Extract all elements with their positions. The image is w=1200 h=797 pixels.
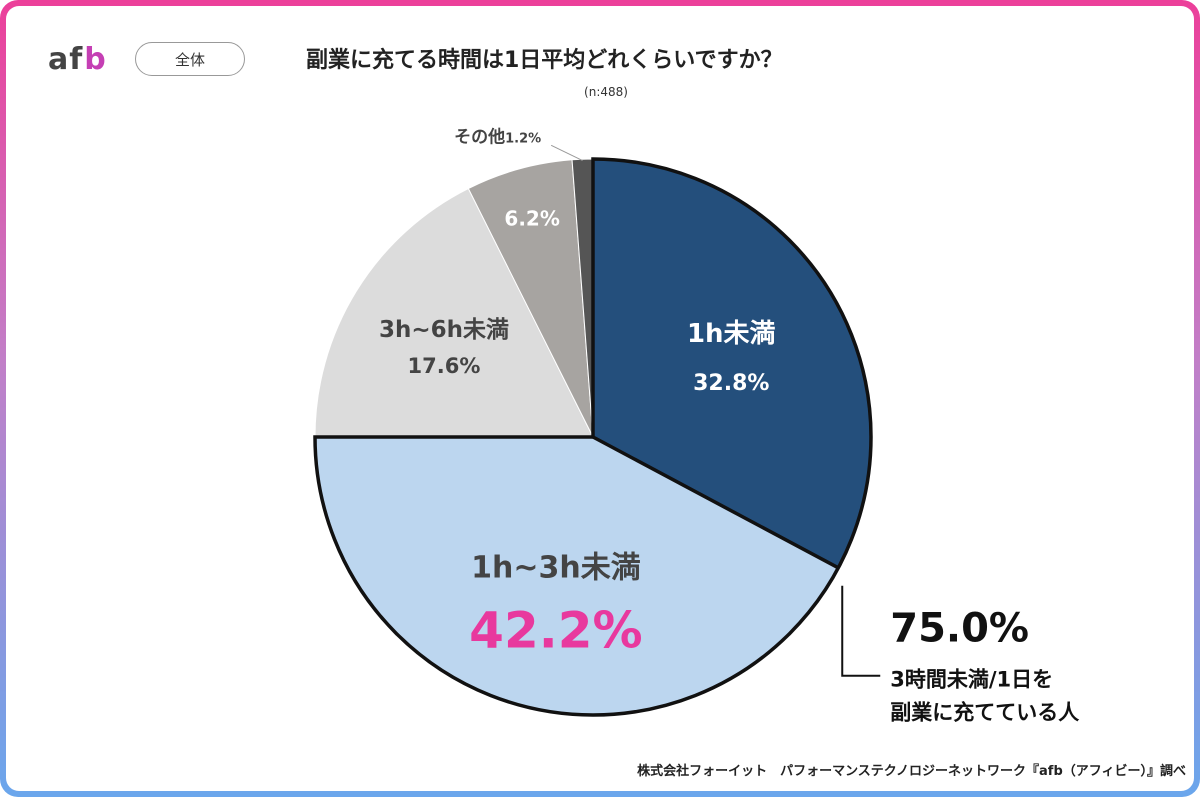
callout-value: 75.0%: [890, 606, 1029, 652]
callout-bracket: [841, 585, 881, 677]
slice-label-4-name: その他: [454, 126, 505, 147]
logo-text: af: [48, 42, 84, 77]
filter-pill: 全体: [135, 42, 245, 76]
highlight-outline: [313, 157, 873, 717]
slice-label-1: 1h~3h未満: [471, 550, 641, 585]
slice-label-0: 1h未満: [687, 319, 776, 349]
callout-line1: 3時間未満/1日を: [890, 668, 1053, 692]
chart-title: 副業に充てる時間は1日平均どれくらいですか？: [306, 48, 783, 73]
afb-logo: af b: [48, 40, 106, 80]
pie-slice-2: [314, 187, 594, 438]
logo-b-letter: b: [84, 42, 106, 77]
highlight-divider: [592, 435, 840, 570]
sample-size: (n:488): [584, 85, 628, 99]
callout-line2: 副業に充てている人: [890, 701, 1079, 725]
slice-label-2: 3h~6h未満: [379, 317, 509, 343]
slice-value-1: 42.2%: [469, 601, 642, 659]
slice-value-0: 32.8%: [693, 371, 769, 396]
slice-value-2: 17.6%: [408, 354, 481, 378]
source-credit: 株式会社フォーイット パフォーマンステクノロジーネットワーク『afb（アフィビー…: [637, 764, 1186, 779]
slice-label-3: 6h~8h: [390, 139, 456, 160]
pie-labels: 1h未満 32.8% 1h~3h未満 42.2% 3h~6h未満 17.6% 6.2% 6h~…: [379, 126, 776, 659]
pie-slices: [314, 158, 872, 716]
slice-label-4: その他1.2%: [454, 126, 541, 147]
slice-leader-4: [550, 144, 583, 162]
slice-value-4: 1.2%: [505, 131, 541, 146]
slice-value-3: 6.2%: [504, 206, 559, 230]
